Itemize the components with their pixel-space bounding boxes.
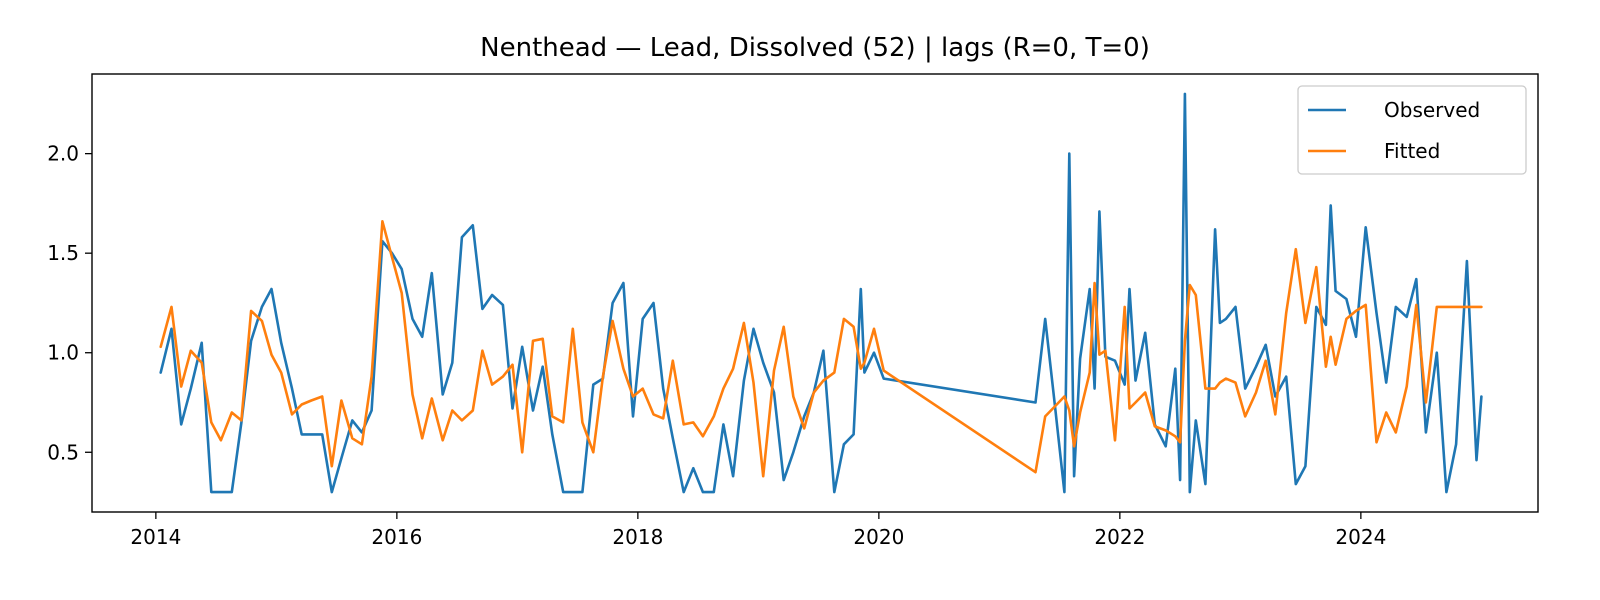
x-axis: 2014 2016 2018 2020 2022 2024: [130, 512, 1386, 549]
y-tick-label: 1.5: [47, 241, 79, 265]
x-tick-label: 2018: [612, 525, 663, 549]
y-axis: 0.5 1.0 1.5 2.0: [47, 142, 92, 464]
x-tick-label: 2022: [1094, 525, 1145, 549]
y-tick-label: 0.5: [47, 440, 79, 464]
series-layer: [159, 92, 1483, 494]
x-tick-label: 2014: [130, 525, 181, 549]
series-line-observed: [159, 92, 1483, 494]
legend: Observed Fitted: [1297, 85, 1527, 175]
series-line-fitted: [159, 220, 1483, 478]
legend-label-observed: Observed: [1384, 98, 1480, 122]
legend-label-fitted: Fitted: [1384, 139, 1440, 163]
y-tick-label: 2.0: [47, 142, 79, 166]
x-tick-label: 2024: [1335, 525, 1386, 549]
chart-title: Nenthead — Lead, Dissolved (52) | lags (…: [480, 33, 1150, 63]
x-tick-label: 2016: [371, 525, 422, 549]
plot-area-frame: [91, 73, 1539, 513]
x-tick-label: 2020: [853, 525, 904, 549]
y-tick-label: 1.0: [47, 341, 79, 365]
legend-box: [1297, 85, 1527, 175]
